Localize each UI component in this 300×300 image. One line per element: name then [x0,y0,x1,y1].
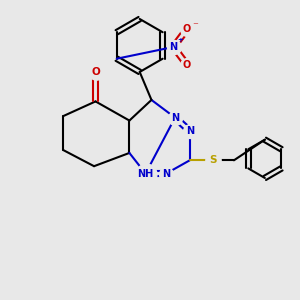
Text: N: N [171,112,179,123]
Text: N: N [186,126,194,136]
Text: ⁻: ⁻ [192,21,198,31]
Text: NH: NH [137,169,154,178]
Text: O: O [183,24,191,34]
Text: O: O [183,60,191,70]
Text: N: N [169,42,178,52]
Text: N: N [162,169,170,178]
Text: +: + [177,38,183,44]
Text: O: O [91,67,100,77]
Text: S: S [210,155,217,165]
